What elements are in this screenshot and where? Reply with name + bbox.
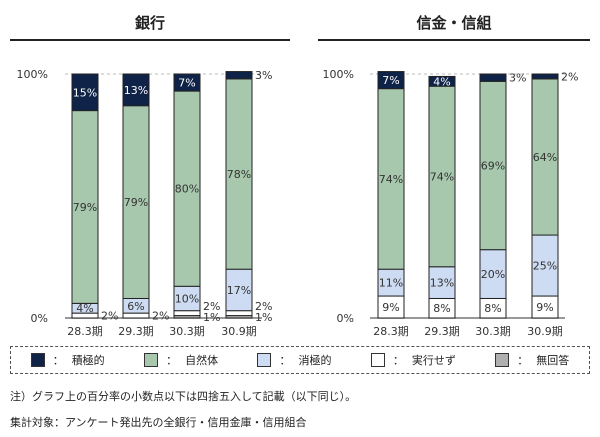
data-label: 69% [481,160,505,173]
y-tick-label: 0% [337,312,354,325]
legend-label: 自然体 [185,354,219,367]
data-label: 9% [382,301,399,314]
data-label: 1% [203,311,220,324]
footnote: 注）グラフ上の百分率の小数点以下は四捨五入して記載（以下同じ）。 [10,390,357,403]
data-label: 2% [203,300,220,313]
legend-swatch [257,353,272,367]
bar-segment [531,73,559,80]
bar-segment [122,312,150,319]
x-tick-label: 28.3期 [67,325,103,338]
data-label: 74% [430,170,454,183]
data-label: 80% [175,183,199,196]
legend-label: 実行せず [411,354,456,367]
y-tick-label: 100% [323,68,354,81]
data-label: 6% [127,300,144,313]
bank-title-rule [10,39,290,41]
bar-segment [71,73,99,112]
scope-note: 集計対象：アンケート発出先の全銀行・信用金庫・信用組合 [10,416,307,429]
y-tick-label: 0% [31,312,48,325]
bar-segment [428,266,456,299]
x-tick-label: 29.3期 [424,325,460,338]
data-label: 2% [255,300,272,313]
data-label: 7% [178,77,195,90]
bar-segment [377,71,405,90]
data-label: 8% [484,302,501,315]
bar-segment [479,80,507,251]
bar-segment [173,285,201,312]
data-label: 3% [255,69,272,82]
data-label: 25% [533,260,557,273]
data-label: 20% [481,268,505,281]
legend-label: 無回答 [536,354,570,367]
data-label: 78% [227,168,251,181]
legend-label: 積極的 [71,354,105,367]
bar-segment [428,75,456,87]
data-label: 15% [73,86,97,99]
legend-swatch [370,353,385,367]
data-label: 79% [73,201,97,214]
x-tick-label: 30.3期 [475,325,511,338]
data-label: 7% [382,74,399,87]
data-label: 8% [433,302,450,315]
legend-item-natural: ： 自然体 [144,352,218,368]
legend-item-none: ： 実行せず [370,352,456,368]
legend-swatch [495,353,510,367]
bar-segment [377,88,405,270]
bar-segment [531,234,559,297]
legend-separator: ： [166,354,178,367]
bar-segment [479,73,507,82]
data-label: 4% [433,75,450,88]
legend: ： 積極的 ： 自然体 ： 消極的 ： 実行せず ： 無回答 [10,346,590,374]
data-label: 13% [430,277,454,290]
y-tick-label: 100% [17,68,48,81]
bar-segment [71,110,99,304]
legend-item-noanswer: ： 無回答 [495,352,569,368]
bar-segment [173,90,201,287]
x-tick-label: 30.9期 [527,325,563,338]
data-label: 2% [101,310,118,323]
data-label: 3% [509,72,526,85]
bar-segment [225,310,253,317]
bar-segment [428,85,456,268]
bar-segment [225,268,253,312]
data-label: 1% [255,311,272,324]
bar-segment [173,73,201,92]
x-tick-label: 29.3期 [118,325,154,338]
x-tick-label: 30.9期 [221,325,257,338]
data-label: 17% [227,284,251,297]
bar-segment [173,310,201,317]
bank-chart-title: 銀行 [134,14,165,32]
data-label: 79% [124,196,148,209]
legend-separator: ： [279,354,291,367]
x-tick-label: 30.3期 [169,325,205,338]
data-label: 9% [536,301,553,314]
legend-separator: ： [392,354,404,367]
data-label: 74% [379,173,403,186]
legend-item-active: ： 積極的 [30,352,105,368]
bar-segment [122,73,150,107]
bar-segment [377,268,405,297]
legend-separator: ： [52,354,64,367]
data-label: 64% [533,151,557,164]
data-label: 2% [561,70,578,83]
shinkin-chart-title: 信金・信組 [416,14,492,32]
legend-item-passive: ： 消極的 [257,352,331,368]
data-label: 4% [76,302,93,315]
x-tick-label: 28.3期 [373,325,409,338]
legend-label: 消極的 [298,354,332,367]
data-label: 11% [379,277,403,290]
shinkin-title-rule [318,39,590,41]
data-label: 10% [175,292,199,305]
charts-svg: 0%100%2%4%79%15%28.3期2%6%79%13%29.3期1%2%… [17,68,579,338]
data-label: 13% [124,84,148,97]
bar-segment [225,71,253,80]
legend-swatch [30,353,45,367]
legend-separator: ： [517,354,529,367]
legend-swatch [144,353,159,367]
data-label: 2% [152,310,169,323]
